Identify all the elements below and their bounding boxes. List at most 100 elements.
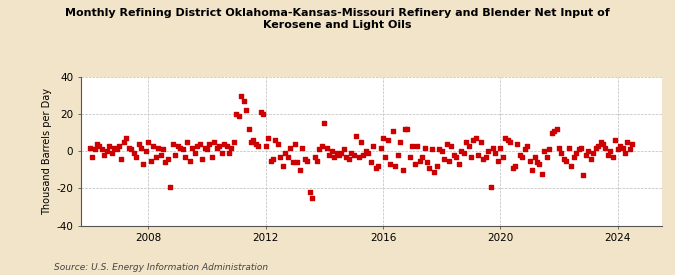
Point [344,156,354,161]
Point [480,155,491,159]
Point [431,164,442,168]
Point [116,156,127,161]
Point [134,142,144,146]
Point [165,184,176,189]
Point [121,136,132,141]
Point [288,160,298,164]
Point [314,147,325,152]
Point [248,138,259,142]
Point [460,140,471,144]
Point [158,147,169,152]
Point [551,127,562,131]
Point [397,168,408,172]
Point [466,155,477,159]
Point [537,171,547,176]
Point [603,153,614,157]
Point [478,156,489,161]
Point [211,145,222,150]
Point [111,147,122,152]
Point [263,136,273,141]
Point [113,144,124,148]
Point [534,162,545,166]
Point [500,136,510,141]
Point [470,136,481,141]
Point [549,129,560,133]
Point [84,145,95,150]
Point [617,145,628,150]
Point [246,140,256,144]
Point [558,156,569,161]
Point [204,142,215,146]
Point [265,158,276,163]
Point [155,153,166,157]
Point [190,151,200,155]
Point [493,158,504,163]
Point [483,149,493,153]
Point [392,153,403,157]
Point [595,140,606,144]
Point [373,164,383,168]
Point [387,129,398,133]
Point [475,140,486,144]
Point [573,147,584,152]
Point [126,147,137,152]
Point [238,99,249,103]
Point [576,145,587,150]
Point [570,151,581,155]
Point [365,160,376,164]
Point [429,169,439,174]
Point [409,162,420,166]
Point [160,160,171,164]
Point [561,158,572,163]
Point [620,151,630,155]
Point [600,145,611,150]
Point [485,184,496,189]
Point [94,144,105,148]
Point [519,147,530,152]
Point [275,155,286,159]
Point [312,158,323,163]
Point [172,144,183,148]
Point [253,144,264,148]
Point [89,147,100,152]
Point [580,153,591,157]
Point [495,145,506,150]
Point [473,153,484,157]
Point [383,138,394,142]
Point [180,155,190,159]
Point [524,158,535,163]
Point [350,134,361,139]
Point [209,140,220,144]
Point [468,138,479,142]
Point [578,173,589,178]
Point [136,145,146,150]
Point [522,144,533,148]
Point [99,153,110,157]
Point [341,155,352,159]
Point [607,155,618,159]
Point [348,153,359,157]
Point [309,155,320,159]
Point [588,151,599,155]
Point [140,149,151,153]
Point [297,145,308,150]
Point [529,155,540,159]
Point [131,155,142,159]
Point [439,156,450,161]
Point [353,155,364,159]
Point [282,155,293,159]
Point [294,168,305,172]
Point [270,138,281,142]
Point [346,151,356,155]
Point [593,144,603,148]
Point [143,140,154,144]
Point [605,149,616,153]
Point [490,151,501,155]
Point [563,145,574,150]
Point [441,142,452,146]
Point [216,151,227,155]
Point [419,145,430,150]
Point [321,145,332,150]
Point [107,151,117,155]
Point [371,166,381,170]
